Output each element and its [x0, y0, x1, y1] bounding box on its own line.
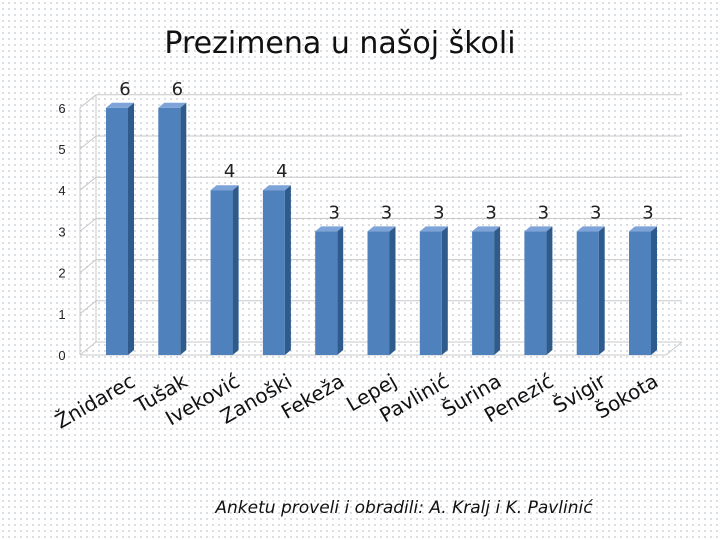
- x-tick-label: Žnidarec: [51, 369, 139, 434]
- bar-side: [651, 226, 657, 355]
- y-tick-label: 0: [58, 348, 65, 363]
- bar-side: [441, 226, 448, 355]
- data-label: 6: [119, 79, 130, 100]
- bar-front: [315, 231, 338, 355]
- gridline-depth: [79, 218, 97, 232]
- bar-top: [367, 226, 396, 232]
- bar-front: [524, 231, 547, 355]
- data-label: 3: [590, 202, 601, 223]
- bar: [629, 226, 657, 355]
- bar-top: [262, 185, 291, 191]
- bar-side: [494, 226, 501, 355]
- y-axis: 0 1 2 3 4 5 6: [58, 101, 65, 363]
- bar-front: [262, 190, 285, 355]
- data-label: 3: [485, 202, 496, 223]
- bar: [367, 226, 396, 355]
- y-tick-label: 2: [58, 266, 65, 281]
- bar-side: [389, 226, 396, 355]
- bar: [106, 102, 134, 355]
- bar-top: [524, 226, 553, 232]
- data-label: 4: [224, 161, 235, 182]
- bar-side: [128, 102, 134, 355]
- y-tick-label: 4: [58, 183, 65, 198]
- bar-top: [419, 226, 448, 232]
- gridline-depth: [79, 341, 97, 356]
- data-label: 3: [538, 202, 549, 223]
- gridline-depth: [79, 300, 97, 315]
- bar-top: [210, 185, 239, 191]
- data-label: 3: [433, 202, 444, 223]
- bar-front: [472, 231, 495, 355]
- y-tick-label: 5: [58, 142, 65, 157]
- data-label: 3: [328, 202, 339, 223]
- bar-top: [158, 102, 187, 108]
- bar: [158, 102, 187, 355]
- gridline-depth: [79, 259, 97, 273]
- y-tick-label: 1: [58, 307, 65, 322]
- bar-top: [576, 226, 605, 232]
- data-label: 3: [381, 202, 392, 223]
- bar: [472, 226, 501, 355]
- bar-side: [232, 185, 239, 355]
- bar: [315, 226, 344, 355]
- bar-front: [629, 231, 651, 355]
- floor-edge-depth: [665, 341, 683, 356]
- bar-side: [598, 226, 605, 355]
- bar-front: [576, 231, 599, 355]
- data-label: 6: [172, 79, 183, 100]
- y-tick-label: 3: [58, 224, 65, 239]
- bar: [524, 226, 553, 355]
- gridline-depth: [79, 176, 97, 191]
- bar-side: [546, 226, 553, 355]
- bar-front: [106, 107, 128, 355]
- bar: [262, 185, 291, 355]
- bar: [576, 226, 605, 355]
- bar: [419, 226, 448, 355]
- chart-bars: [106, 102, 657, 355]
- bar-side: [180, 102, 187, 355]
- gridline-depth: [79, 94, 97, 109]
- gridline-depth: [79, 135, 97, 150]
- y-tick-label: 6: [58, 101, 65, 116]
- bar-side: [284, 185, 291, 355]
- bar-front: [367, 231, 390, 355]
- bar-front: [158, 107, 181, 355]
- bar-front: [210, 190, 233, 355]
- data-label: 4: [276, 161, 287, 182]
- bar-front: [419, 231, 442, 355]
- footer-credit: Anketu proveli i obradili: A. Kralj i K.…: [215, 498, 593, 518]
- bar-side: [337, 226, 344, 355]
- bar-top: [106, 102, 134, 108]
- bar: [210, 185, 239, 355]
- bar-top: [472, 226, 501, 232]
- data-labels: 6 6 4 4 3 3 3 3 3 3 3: [119, 79, 653, 224]
- data-label: 3: [642, 202, 653, 223]
- chart-title: Prezimena u našoj školi: [164, 26, 516, 61]
- bar-top: [629, 226, 657, 232]
- x-axis-labels: ŽnidarecTušakIvekovićZanoškiFekežaLepejP…: [51, 368, 662, 433]
- bar-top: [315, 226, 344, 232]
